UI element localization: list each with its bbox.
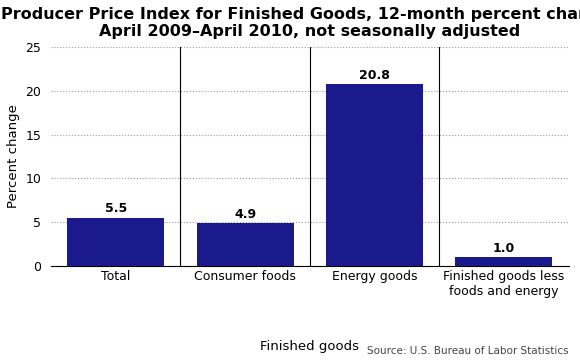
Text: 20.8: 20.8 [359, 69, 390, 82]
Y-axis label: Percent change: Percent change [7, 104, 20, 208]
Bar [455, 257, 552, 266]
Bar [197, 223, 293, 266]
Bar [67, 217, 164, 266]
Text: 4.9: 4.9 [234, 208, 256, 221]
Text: 5.5: 5.5 [104, 202, 127, 215]
X-axis label: Finished goods: Finished goods [260, 340, 360, 353]
Bar [326, 84, 423, 266]
Title: Producer Price Index for Finished Goods, 12-month percent change,
April 2009–Apr: Producer Price Index for Finished Goods,… [1, 7, 580, 39]
Text: Source: U.S. Bureau of Labor Statistics: Source: U.S. Bureau of Labor Statistics [367, 346, 568, 356]
Text: 1.0: 1.0 [493, 242, 515, 255]
